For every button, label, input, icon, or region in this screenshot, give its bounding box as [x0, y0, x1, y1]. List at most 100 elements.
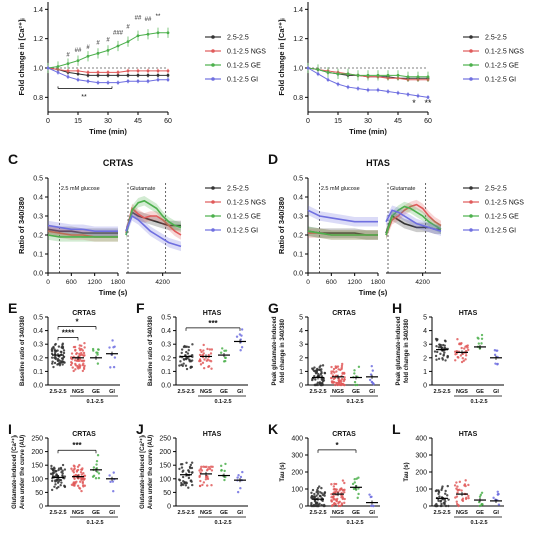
panel-e-data-point: [74, 362, 77, 366]
panel-c-legend-entry: 0.1-2.5 NGS: [227, 200, 266, 207]
panel-a-data-point: [116, 81, 120, 85]
panel-c-error-band: [126, 203, 181, 240]
panel-e-data-point: [70, 352, 74, 355]
panel-b-data-point: [426, 75, 430, 79]
panel-g-data-point: [315, 383, 319, 386]
panel-j-data-point: [237, 473, 240, 477]
panel-a-data-point: [106, 71, 110, 74]
panel-k-data-point: [318, 502, 321, 506]
panel-a-significance-mark: **: [81, 94, 87, 101]
panel-j-data-point: [181, 475, 185, 479]
panel-l-y-tick-label: 0: [423, 504, 427, 511]
panel-i-title: CRTAS: [72, 431, 96, 438]
panel-i-data-point: [54, 474, 58, 478]
panel-a-x-tick-label: 30: [104, 118, 112, 125]
panel-j-data-point: [181, 462, 184, 466]
panel-k-data-point: [343, 481, 346, 485]
panel-g-data-point: [338, 379, 342, 382]
panel-i-y-label: Glutamate-induced [Ca²⁺]ᵢ: [11, 435, 18, 509]
panel-k-data-point: [368, 493, 371, 496]
panel-a-significance-mark: ##: [75, 48, 82, 54]
panel-b-data-point: [416, 75, 420, 79]
panel-k-category-label: GE: [352, 510, 360, 516]
panel-a-y-tick-label: 1.4: [33, 7, 43, 14]
panel-k-data-point: [369, 495, 372, 499]
panel-g-data-point: [312, 369, 316, 373]
panel-l-data-point: [447, 504, 450, 508]
panel-i-data-point: [72, 464, 76, 467]
panel-i-data-point: [83, 474, 87, 477]
panel-l-y-tick-label: 100: [415, 487, 427, 494]
panel-g-data-point: [320, 370, 323, 373]
panel-l-data-point: [437, 492, 440, 496]
panel-h-data-point: [480, 333, 484, 337]
panel-h-data-point: [436, 350, 439, 354]
panel-i-data-point: [54, 469, 57, 473]
panel-h-category-label: GE: [476, 389, 484, 395]
panel-g-data-point: [332, 367, 336, 371]
panel-e-data-point: [61, 345, 64, 348]
panel-l-data-point: [447, 498, 450, 501]
panel-j-y-tick-label: 250: [159, 436, 171, 443]
panel-letter-a: A: [8, 0, 18, 1]
panel-a-legend-marker: [211, 77, 215, 81]
panel-g-data-point: [336, 365, 340, 368]
panel-k-data-point: [354, 488, 358, 491]
panel-b-y-tick-label: 1.0: [293, 66, 303, 73]
panel-d-legend-entry: 0.1-2.5 GI: [485, 228, 516, 235]
panel-d-y-tick-label: 0.0: [293, 271, 303, 278]
panel-f-data-point: [200, 350, 203, 354]
panel-i-category-label: GI: [109, 510, 115, 516]
panel-f-data-point: [189, 360, 193, 363]
panel-f-data-point: [240, 328, 244, 331]
panel-d-y-tick-label: 0.3: [293, 214, 303, 221]
panel-l-category-label: GI: [493, 510, 499, 516]
panel-h-data-point: [456, 338, 459, 341]
panel-h-y-tick-label: 2: [423, 355, 427, 362]
panel-i-data-point: [78, 463, 81, 467]
panel-e-data-point: [54, 342, 57, 346]
panel-e-data-point: [50, 356, 54, 359]
panel-b-data-point: [356, 73, 360, 77]
panel-i-data-point: [61, 472, 64, 475]
panel-e-data-point: [62, 349, 66, 352]
panel-f-data-point: [187, 345, 190, 349]
panel-c-trace-line: [47, 234, 118, 238]
panel-c-y-tick-label: 0.3: [33, 214, 43, 221]
panel-a-data-point: [156, 73, 160, 77]
panel-i-data-point: [79, 480, 82, 483]
panel-l-data-point: [467, 494, 470, 498]
panel-f-data-point: [191, 353, 194, 357]
panel-i-data-point: [73, 467, 76, 470]
panel-letter-d: D: [268, 151, 278, 167]
panel-l-data-point: [496, 490, 499, 493]
panel-j-y-tick-label: 200: [159, 449, 171, 456]
panel-e-data-point: [96, 351, 99, 354]
panel-i-data-point: [54, 483, 57, 486]
panel-b-y-tick-label: 1.4: [293, 7, 303, 14]
panel-k-y-tick-label: 400: [291, 436, 303, 443]
panel-b-significance-mark: *: [412, 98, 416, 108]
panel-f-data-point: [186, 352, 190, 355]
panel-g-data-point: [316, 381, 320, 384]
panel-h-y-tick-label: 4: [423, 328, 427, 335]
panel-k-data-point: [314, 504, 318, 508]
panel-j-data-point: [188, 466, 192, 470]
panel-g-y-tick-label: 3: [299, 342, 303, 349]
panel-a-data-point: [166, 73, 170, 77]
panel-j-data-point: [224, 475, 227, 479]
panel-b-legend-marker: [469, 35, 473, 39]
panel-i-data-point: [81, 467, 84, 470]
panel-c-trace-line: [125, 206, 182, 236]
panel-i-data-point: [61, 474, 64, 477]
panel-f-significance-mark: ***: [208, 319, 218, 328]
panel-j-data-point: [184, 484, 188, 487]
panel-k-data-point: [337, 502, 340, 505]
panel-k-data-point: [322, 504, 325, 508]
panel-e-data-point: [83, 341, 86, 345]
panel-j-data-point: [190, 461, 194, 464]
panel-j-data-point: [190, 480, 193, 483]
panel-e-data-point: [61, 363, 64, 366]
panel-a-data-point: [156, 78, 160, 82]
panel-l-data-point: [455, 487, 458, 490]
